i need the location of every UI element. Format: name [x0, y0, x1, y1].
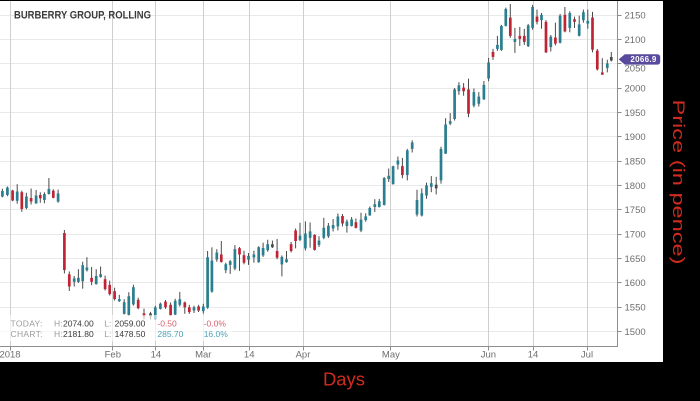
svg-text:1900: 1900: [625, 132, 646, 143]
svg-text:1550: 1550: [625, 303, 646, 314]
svg-text:-0.50: -0.50: [157, 319, 177, 329]
svg-text:285.70: 285.70: [157, 329, 183, 339]
svg-text:14: 14: [244, 350, 255, 361]
svg-text:L:: L:: [104, 329, 111, 339]
svg-text:Days: Days: [323, 370, 365, 390]
svg-text:Mar: Mar: [195, 350, 211, 361]
svg-text:Feb: Feb: [105, 350, 121, 361]
svg-text:Jul: Jul: [581, 350, 593, 361]
svg-text:BURBERRY GROUP, ROLLING: BURBERRY GROUP, ROLLING: [14, 9, 151, 21]
svg-text:1500: 1500: [625, 327, 646, 338]
svg-text:-0.0%: -0.0%: [204, 319, 227, 329]
svg-text:14: 14: [151, 350, 162, 361]
svg-text:CHART:: CHART:: [11, 329, 43, 339]
svg-text:H:: H:: [54, 319, 63, 329]
svg-text:Jun: Jun: [481, 350, 496, 361]
svg-text:Apr: Apr: [296, 350, 311, 361]
svg-text:1600: 1600: [625, 278, 646, 289]
svg-text:1750: 1750: [625, 205, 646, 216]
svg-text:2150: 2150: [625, 10, 646, 21]
svg-text:16.0%: 16.0%: [204, 329, 229, 339]
svg-text:2074.00: 2074.00: [63, 319, 94, 329]
svg-text:1650: 1650: [625, 254, 646, 265]
svg-text:2000: 2000: [625, 84, 646, 95]
svg-text:2050: 2050: [625, 64, 646, 75]
svg-text:1850: 1850: [625, 157, 646, 168]
svg-text:Price (in pence): Price (in pence): [669, 100, 688, 265]
svg-text:1950: 1950: [625, 108, 646, 119]
svg-text:2018: 2018: [0, 350, 21, 361]
svg-text:1700: 1700: [625, 230, 646, 241]
svg-text:1478.50: 1478.50: [115, 329, 146, 339]
svg-text:L:: L:: [104, 319, 111, 329]
svg-text:2059.00: 2059.00: [115, 319, 146, 329]
svg-text:2066.9: 2066.9: [630, 55, 657, 64]
svg-text:1800: 1800: [625, 181, 646, 192]
svg-text:14: 14: [528, 350, 539, 361]
svg-text:2181.80: 2181.80: [63, 329, 94, 339]
svg-text:TODAY:: TODAY:: [11, 319, 43, 329]
svg-text:May: May: [382, 350, 400, 361]
svg-text:2100: 2100: [625, 35, 646, 46]
svg-text:H:: H:: [54, 329, 63, 339]
